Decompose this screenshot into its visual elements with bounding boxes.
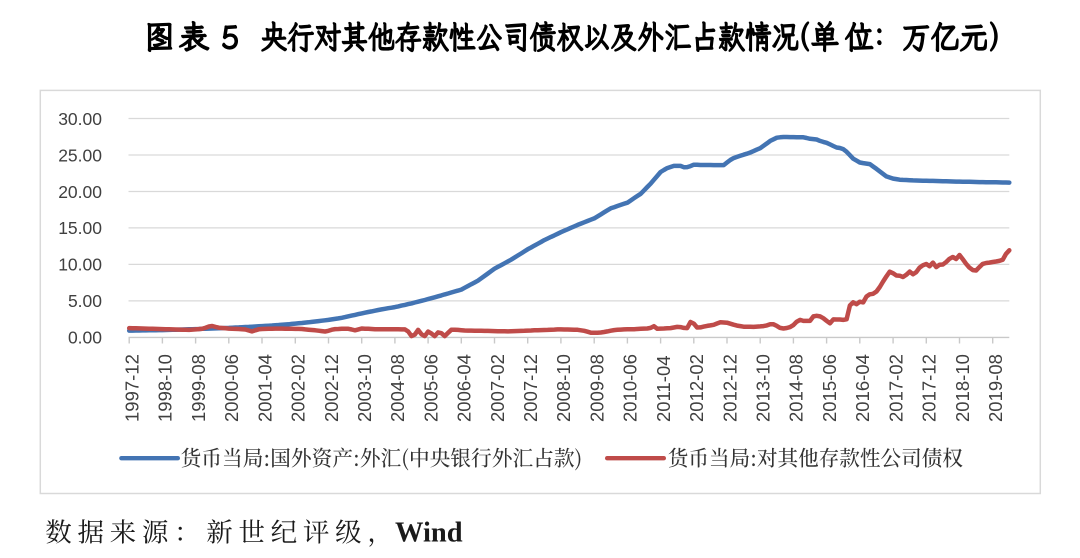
svg-text:2012-12: 2012-12 xyxy=(719,354,740,422)
svg-text:2007-12: 2007-12 xyxy=(520,354,541,422)
svg-text:2014-08: 2014-08 xyxy=(786,354,807,422)
svg-text:2017-12: 2017-12 xyxy=(919,354,940,422)
svg-text:2002-12: 2002-12 xyxy=(321,354,342,422)
svg-text:15.00: 15.00 xyxy=(58,218,102,238)
svg-text:2002-02: 2002-02 xyxy=(288,354,309,422)
svg-text:2019-08: 2019-08 xyxy=(985,354,1006,422)
svg-text:Wind: Wind xyxy=(395,518,463,549)
svg-text:2000-06: 2000-06 xyxy=(221,354,242,422)
svg-text:2011-04: 2011-04 xyxy=(653,355,674,422)
svg-text:2005-06: 2005-06 xyxy=(420,354,441,422)
svg-text:2003-10: 2003-10 xyxy=(354,354,375,422)
svg-text:2016-04: 2016-04 xyxy=(852,354,873,422)
svg-text:2008-10: 2008-10 xyxy=(553,354,574,422)
svg-text:2007-02: 2007-02 xyxy=(487,354,508,422)
svg-text:30.00: 30.00 xyxy=(58,109,102,129)
svg-text:20.00: 20.00 xyxy=(58,182,102,202)
svg-text:25.00: 25.00 xyxy=(58,145,102,165)
svg-text:1998-10: 1998-10 xyxy=(155,354,176,422)
svg-text:2015-06: 2015-06 xyxy=(819,354,840,422)
svg-text:1999-08: 1999-08 xyxy=(188,354,209,422)
svg-text:2013-10: 2013-10 xyxy=(753,354,774,422)
svg-text:0.00: 0.00 xyxy=(68,328,102,348)
svg-text:2001-04: 2001-04 xyxy=(254,354,275,422)
svg-text:2006-04: 2006-04 xyxy=(454,354,475,422)
svg-text:2017-02: 2017-02 xyxy=(885,354,906,422)
svg-text:1997-12: 1997-12 xyxy=(122,354,143,422)
svg-text:2004-08: 2004-08 xyxy=(387,354,408,422)
svg-text:2012-02: 2012-02 xyxy=(686,354,707,422)
svg-text:2009-08: 2009-08 xyxy=(587,354,608,422)
svg-text:2010-06: 2010-06 xyxy=(620,354,641,422)
svg-text:5.00: 5.00 xyxy=(68,291,102,311)
svg-text:2018-10: 2018-10 xyxy=(952,354,973,422)
svg-text:10.00: 10.00 xyxy=(58,255,102,275)
